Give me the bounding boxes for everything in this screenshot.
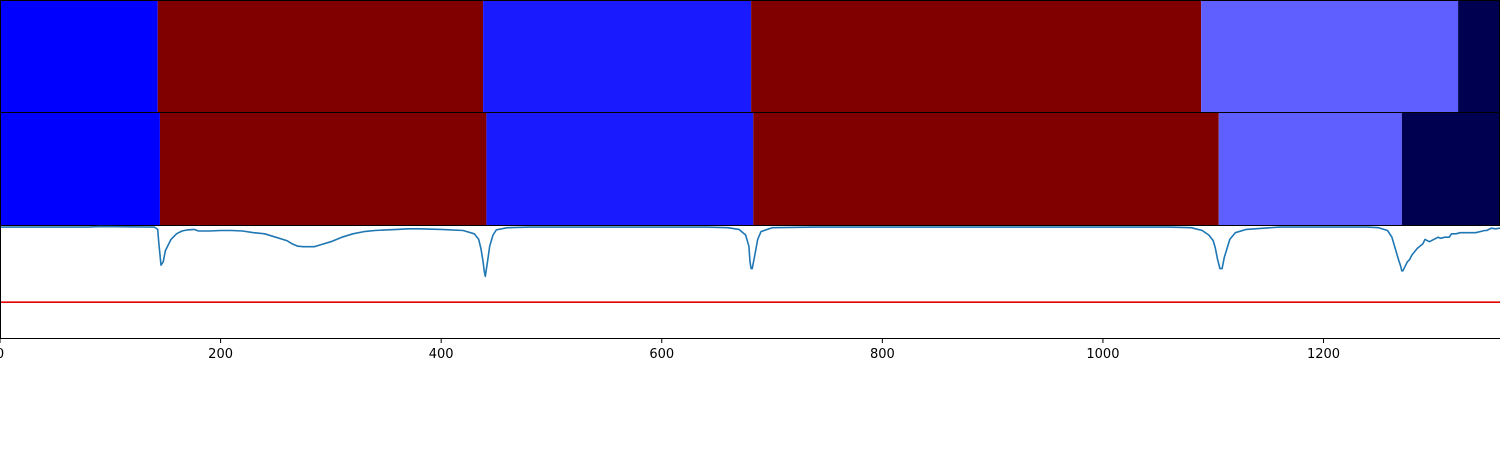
x-axis: 0 200 400 600 800 1000 1200: [0, 339, 1340, 362]
segment-row2-3: [486, 113, 754, 225]
segment-row1-4: [751, 1, 1202, 112]
x-tick-label: 400: [429, 347, 454, 362]
segment-row1-3: [483, 1, 752, 112]
segment-row1-2: [157, 1, 484, 112]
segment-row-2: [0, 112, 1500, 226]
x-tick-label: 200: [208, 347, 233, 362]
segment-row2-6: [1401, 113, 1500, 225]
segment-row1-6: [1458, 1, 1500, 112]
segment-row2-1: [0, 113, 160, 225]
segment-row2-4: [753, 113, 1219, 225]
x-tick-label: 1000: [1086, 347, 1119, 362]
signal-background: [0, 226, 1500, 338]
segment-row2-2: [159, 113, 487, 225]
x-tick-label: 600: [649, 347, 674, 362]
x-tick-label: 800: [870, 347, 895, 362]
signal-line: [0, 225, 1500, 278]
segment-row1-1: [0, 1, 158, 112]
segment-row-1: [0, 0, 1500, 113]
segment-row1-5: [1201, 1, 1459, 112]
x-tick-label: 0: [0, 347, 4, 362]
x-tick-label: 1200: [1307, 347, 1340, 362]
segment-row2-5: [1218, 113, 1402, 225]
signal-panel: [0, 225, 1500, 339]
